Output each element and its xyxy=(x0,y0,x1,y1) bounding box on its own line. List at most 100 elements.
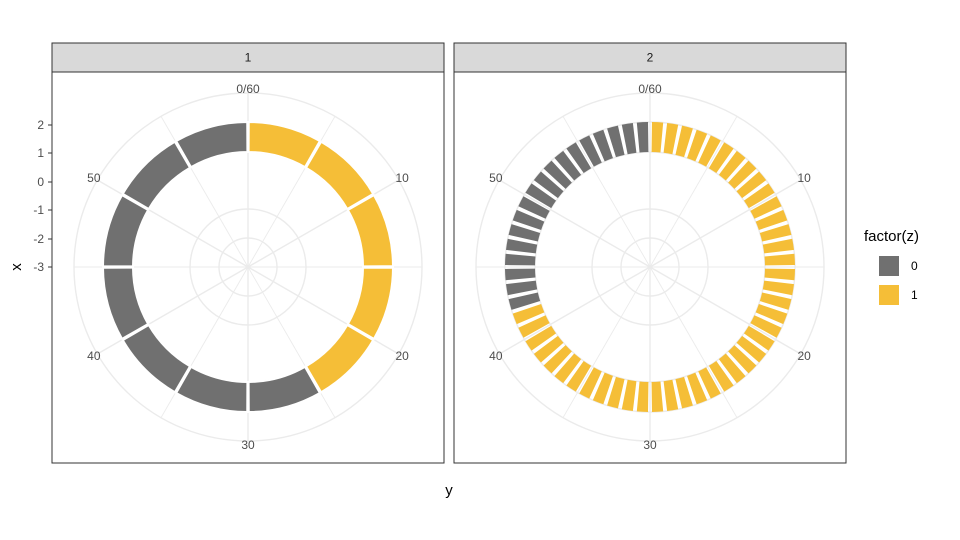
legend-key-0 xyxy=(879,256,899,276)
theta-tick-label: 10 xyxy=(797,171,811,185)
bar-segment xyxy=(736,335,767,363)
bar-segment xyxy=(543,345,572,374)
grid-radial-line xyxy=(649,179,802,268)
r-tick-label: -3 xyxy=(33,260,44,274)
bar-segment xyxy=(621,123,637,155)
bar-segment xyxy=(764,268,795,281)
bar-segment xyxy=(743,325,775,351)
bar-segment xyxy=(518,315,550,338)
bar-segment xyxy=(607,125,625,158)
bar-segment xyxy=(505,253,536,266)
bar-segment xyxy=(592,129,613,162)
theta-tick-label: 40 xyxy=(489,349,503,363)
bar-segment xyxy=(304,140,375,211)
bar-segment xyxy=(579,135,602,167)
facet-panel-2: 2 0/60 10 20 30 40 50 xyxy=(453,42,847,464)
bar-segment xyxy=(698,367,721,399)
theta-tick-label: 50 xyxy=(489,171,503,185)
bar-segment xyxy=(525,325,557,351)
bar-segment xyxy=(579,367,602,399)
x-axis-title: y xyxy=(445,482,453,499)
theta-tick-label: 30 xyxy=(241,438,255,452)
bar-segment xyxy=(687,372,708,405)
bar-segment xyxy=(592,372,613,405)
bar-segment xyxy=(755,304,788,325)
bar-segment xyxy=(736,171,767,199)
bar-segment xyxy=(525,183,557,209)
bar-segment xyxy=(247,365,322,414)
bar-segment xyxy=(554,150,582,181)
bar-segment xyxy=(533,171,564,199)
legend-label: 0 xyxy=(911,259,918,273)
bar-segment xyxy=(663,379,679,411)
theta-tick-label: 40 xyxy=(87,349,101,363)
bar-segment xyxy=(533,335,564,363)
bar-segment xyxy=(759,224,792,242)
bar-segment xyxy=(759,292,792,310)
bar-segment xyxy=(506,238,538,254)
bar-segment xyxy=(174,120,249,169)
bar-segment xyxy=(247,120,322,169)
bar-segment xyxy=(518,196,550,219)
theta-tick-label: 10 xyxy=(395,171,409,185)
theta-tick-label: 50 xyxy=(87,171,101,185)
bar-segment xyxy=(762,280,794,296)
grid-radial-line xyxy=(562,266,651,418)
bar-segment xyxy=(636,122,649,153)
legend-label: 1 xyxy=(911,288,918,302)
bar-segment xyxy=(512,209,545,230)
facet-panel-1: 1 0/60 10 20 30 40 50 xyxy=(51,42,445,464)
bar-segment xyxy=(675,125,693,158)
bar-segment xyxy=(346,193,395,268)
bar-segment xyxy=(174,365,249,414)
bar-segment xyxy=(764,253,795,266)
bar-segment xyxy=(346,266,395,341)
bar-segment xyxy=(508,292,541,310)
bar-segment xyxy=(636,381,649,412)
grid-radial-line xyxy=(649,116,738,268)
grid-radial-line xyxy=(649,266,802,355)
bar-segment xyxy=(101,266,150,341)
facet-strip xyxy=(453,42,847,73)
grid-radial-line xyxy=(498,266,651,355)
bar-segment xyxy=(718,353,746,384)
r-tick-label: -2 xyxy=(33,232,44,246)
legend: factor(z) 0 1 xyxy=(864,228,919,305)
bar-segment xyxy=(728,160,757,189)
bar-segment xyxy=(708,142,734,174)
bar-segment xyxy=(506,280,538,296)
theta-tick-label: 20 xyxy=(395,349,409,363)
bar-segment xyxy=(750,196,782,219)
theta-tick-label: 30 xyxy=(643,438,657,452)
bar-segment xyxy=(121,140,192,211)
bar-segment xyxy=(743,183,775,209)
facet-strip-label: 1 xyxy=(245,51,252,65)
r-tick-label: 2 xyxy=(37,118,44,132)
y-axis-title: x xyxy=(8,263,25,271)
legend-key-1 xyxy=(879,285,899,305)
bar-segment xyxy=(651,381,664,412)
bar-segment xyxy=(750,315,782,338)
bar-segment xyxy=(755,209,788,230)
bar-segment xyxy=(543,160,572,189)
bar-segment xyxy=(728,345,757,374)
facet-strip xyxy=(51,42,445,73)
legend-title: factor(z) xyxy=(864,228,919,245)
bar-segment xyxy=(121,323,192,394)
r-tick-label: 1 xyxy=(37,146,44,160)
bar-segment xyxy=(621,379,637,411)
grid-radial-line xyxy=(649,266,738,418)
bar-segment xyxy=(566,360,592,392)
bar-segment xyxy=(663,123,679,155)
r-tick-label: 0 xyxy=(37,175,44,189)
bar-segment xyxy=(687,129,708,162)
grid-radial-line xyxy=(562,116,651,268)
grid-radial-line xyxy=(498,179,651,268)
bar-segment xyxy=(508,224,541,242)
theta-tick-label: 0/60 xyxy=(236,82,260,96)
bar-segment xyxy=(554,353,582,384)
r-tick-label: -1 xyxy=(33,203,44,217)
bar-segment xyxy=(101,193,150,268)
